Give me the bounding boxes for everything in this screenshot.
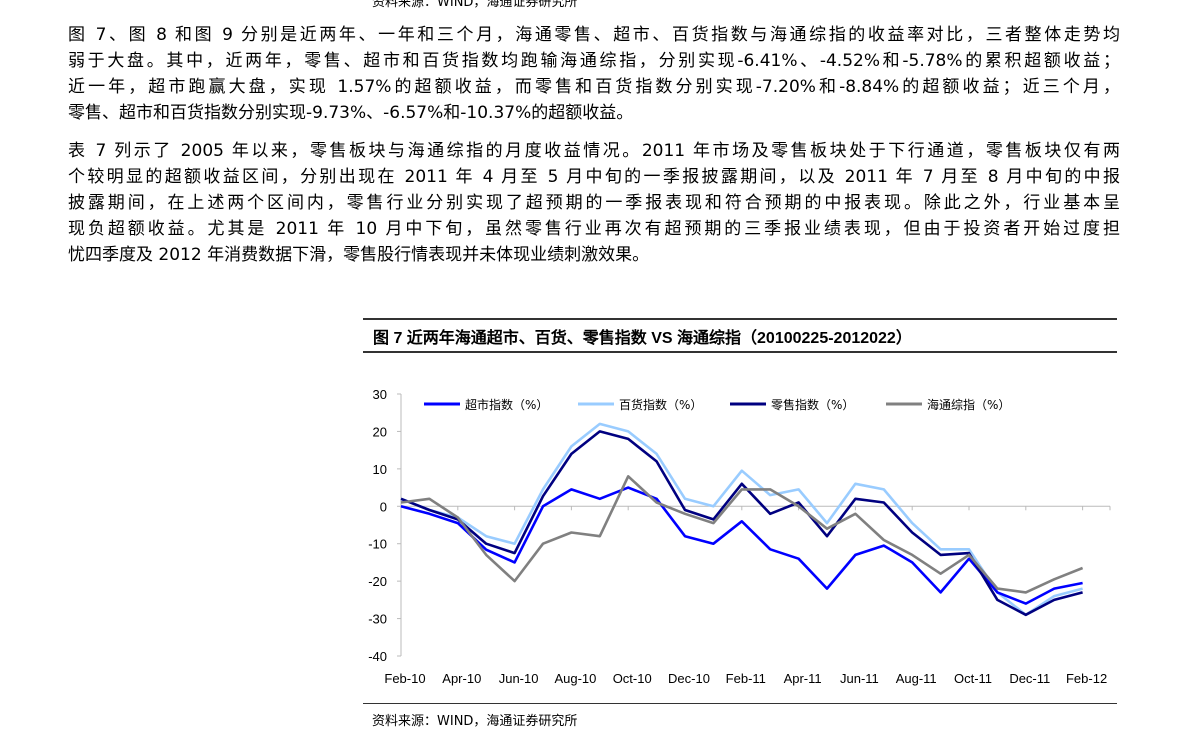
- x-tick-label: Jun-10: [499, 671, 539, 686]
- figure-source: 资料来源：WIND，海通证券研究所: [372, 714, 578, 729]
- text-line: 零售、超市和百货指数分别实现-9.73%、-6.57%和-10.37%的超额收益…: [68, 103, 634, 123]
- figure-top-rule: [363, 318, 1117, 320]
- x-tick-label: Jun-11: [840, 671, 879, 686]
- y-tick-label: -10: [368, 537, 387, 552]
- y-tick-label: -40: [368, 649, 387, 664]
- text-line: 弱于大盘。其中，近两年，零售、超市和百货指数均跑输海通综指，分别实现-6.41%…: [68, 51, 1120, 71]
- x-tick-label: Dec-10: [668, 671, 710, 686]
- text-line: 现负超额收益。尤其是 2011 年 10 月中下旬，虽然零售行业再次有超预期的三…: [68, 219, 1120, 239]
- paragraph-returns-comparison: 图 7、图 8 和图 9 分别是近两年、一年和三个月，海通零售、超市、百货指数与…: [68, 22, 1120, 126]
- x-tick-label: Apr-10: [442, 671, 481, 686]
- x-tick-label: Feb-12: [1066, 671, 1107, 686]
- x-tick-label: Oct-10: [613, 671, 652, 686]
- y-tick-label: 30: [373, 387, 387, 402]
- legend-label-2: 零售指数（%）: [771, 397, 854, 412]
- y-tick-label: 20: [373, 424, 387, 439]
- x-tick-label: Apr-11: [784, 671, 822, 686]
- text-line: 图 7、图 8 和图 9 分别是近两年、一年和三个月，海通零售、超市、百货指数与…: [68, 25, 1120, 45]
- text-line: 近一年，超市跑赢大盘，实现 1.57%的超额收益，而零售和百货指数分别实现-7.…: [68, 77, 1120, 97]
- y-tick-label: -20: [368, 574, 387, 589]
- legend-label-1: 百货指数（%）: [619, 397, 702, 412]
- clipped-source-note: 资料来源：WIND，海通证券研究所: [372, 0, 578, 10]
- x-tick-label: Feb-11: [726, 671, 766, 686]
- y-tick-label: -30: [368, 612, 387, 627]
- legend-label-3: 海通综指（%）: [927, 397, 1010, 412]
- text-line: 忧四季度及 2012 年消费数据下滑，零售股行情表现并未体现业绩刺激效果。: [68, 245, 650, 265]
- figure-bottom-rule: [363, 703, 1117, 704]
- y-tick-label: 0: [380, 499, 387, 514]
- series-line-2: [400, 430, 1083, 617]
- x-tick-label: Aug-11: [896, 671, 937, 686]
- figure-title: 图 7 近两年海通超市、百货、零售指数 VS 海通综指（20100225-201…: [373, 330, 912, 347]
- x-tick-label: Feb-10: [384, 671, 425, 686]
- text-line: 披露期间，在上述两个区间内，零售行业分别实现了超预期的一季报表现和符合预期的中报…: [68, 193, 1120, 213]
- series-line-0: [400, 486, 1083, 605]
- series-line-1: [400, 422, 1083, 617]
- x-tick-label: Aug-10: [554, 671, 596, 686]
- series-line-3: [400, 474, 1084, 594]
- paragraph-monthly-returns: 表 7 列示了 2005 年以来，零售板块与海通综指的月度收益情况。2011 年…: [68, 138, 1120, 268]
- x-tick-label: Oct-11: [954, 671, 992, 686]
- text-line: 个较明显的超额收益区间，分别出现在 2011 年 4 月至 5 月中旬的一季报披…: [68, 167, 1120, 187]
- x-tick-label: Dec-11: [1009, 671, 1050, 686]
- figure-title-rule: [363, 351, 1117, 353]
- legend-label-0: 超市指数（%）: [465, 397, 548, 412]
- y-tick-label: 10: [373, 462, 387, 477]
- text-line: 表 7 列示了 2005 年以来，零售板块与海通综指的月度收益情况。2011 年…: [68, 141, 1120, 161]
